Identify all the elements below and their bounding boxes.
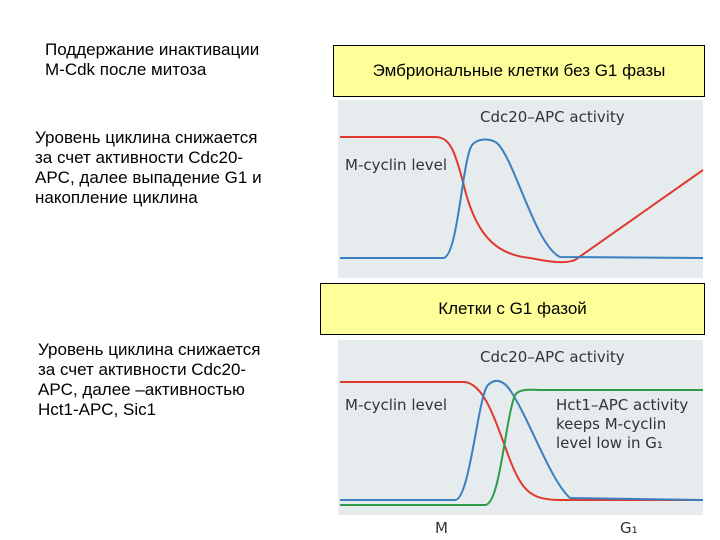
diagram-background	[338, 340, 703, 515]
text-line: Уровень циклина снижается	[38, 340, 261, 359]
cdc20-curve	[340, 379, 704, 501]
description: Уровень циклина снижается за счет активн…	[35, 128, 262, 208]
diagram-label: Hct1–APC activity	[556, 396, 688, 414]
text-line: Уровень циклина снижается	[35, 128, 258, 147]
panel-title-box: Клетки с G1 фазой	[320, 283, 705, 335]
description: Уровень циклина снижается за счет активн…	[38, 340, 260, 420]
text-line: за счет активности Cdc20-	[38, 360, 247, 379]
hct1-curve	[340, 388, 703, 506]
text-line: за счет активности Cdc20-	[35, 148, 244, 167]
panel-title-box: Эмбриональные клетки без G1 фазы	[333, 45, 705, 97]
diagram-label: level low in G₁	[556, 434, 663, 452]
text-line: APC, далее –активностью	[38, 380, 245, 399]
diagram-label: M-cyclin level	[345, 156, 447, 174]
axis-label: M	[435, 519, 448, 537]
header-text: Поддержание инактивации M-Cdk после мито…	[45, 40, 259, 80]
text-line: M-Cdk после митоза	[45, 60, 207, 79]
axis-label: G₁	[620, 519, 638, 537]
m-cyclin-curve	[340, 136, 704, 264]
m-cyclin-curve	[340, 381, 703, 501]
diagram-label: Cdc20–APC activity	[480, 108, 625, 126]
diagram-label: Cdc20–APC activity	[480, 348, 625, 366]
text-line: накопление циклина	[35, 188, 198, 207]
text-line: Поддержание инактивации	[45, 40, 260, 59]
text-line: Hct1-APC, Sic1	[38, 400, 157, 419]
diagram-label: keeps M-cyclin	[556, 415, 666, 433]
cdc20-curve	[340, 138, 704, 259]
text-line: APC, далее выпадение G1 и	[35, 168, 262, 187]
diagram-label: M-cyclin level	[345, 396, 447, 414]
